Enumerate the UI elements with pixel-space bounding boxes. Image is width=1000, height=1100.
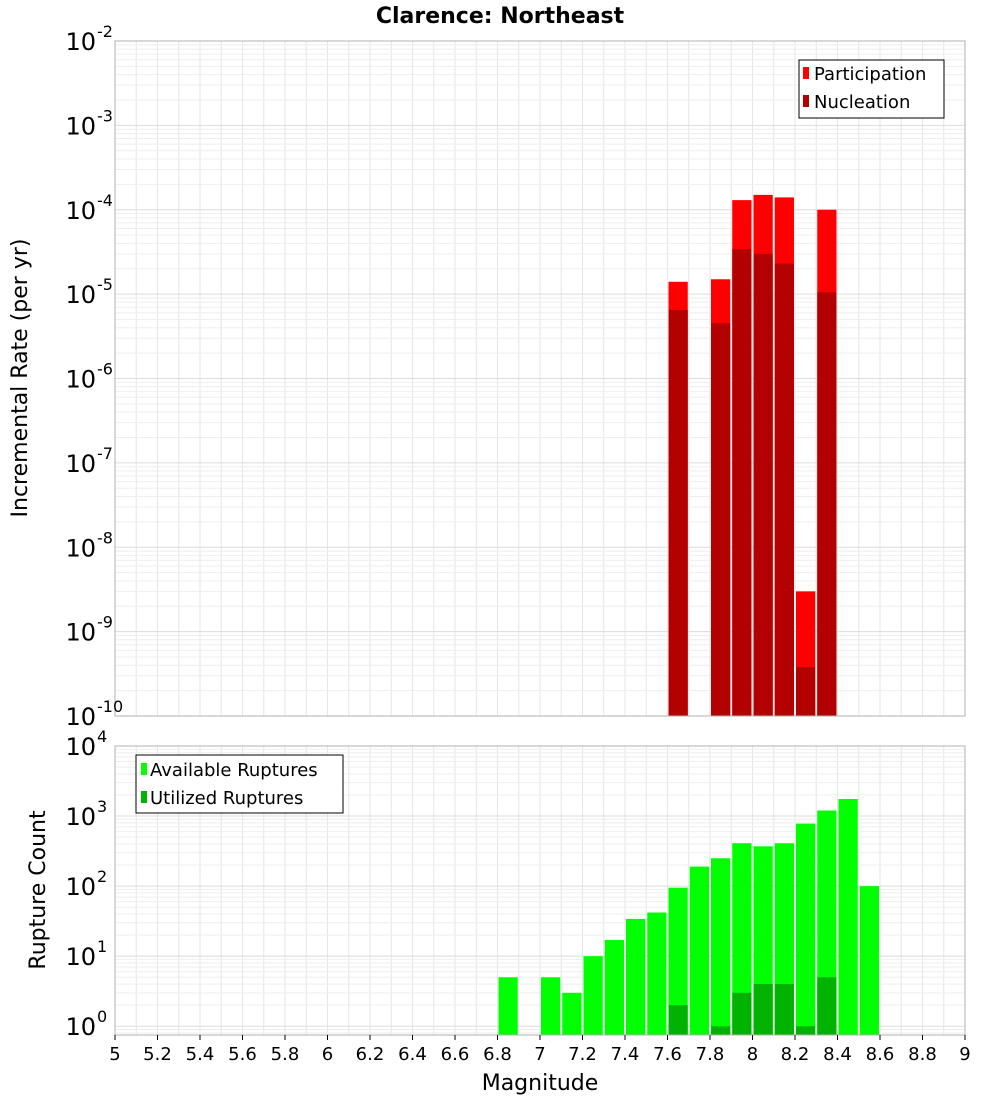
bottom-bar-available-ruptures [562,992,582,1035]
bottom-ytick-exponent: 1 [97,937,107,956]
bottom-bar-available-ruptures [583,956,603,1035]
x-tick-label: 7 [534,1044,545,1065]
bottom-ytick-exponent: 3 [97,797,107,816]
bottom-bar-utilized-ruptures [711,1026,731,1035]
bottom-ytick-label: 10 [65,873,96,901]
x-tick-label: 8.2 [781,1044,810,1065]
x-tick-label: 9 [959,1044,970,1065]
top-ytick-exponent: -9 [97,613,113,632]
x-tick-label: 7.2 [568,1044,597,1065]
top-ytick-exponent: -4 [97,191,113,210]
top-ytick-label: 10 [65,450,96,478]
top-ytick-exponent: -6 [97,360,113,379]
legend-swatch-utilized [141,791,147,803]
x-tick-label: 5 [109,1044,120,1065]
x-tick-label: 6.8 [483,1044,512,1065]
top-legend-box [798,59,945,119]
bottom-bar-utilized-ruptures [796,1026,816,1035]
bottom-bar-utilized-ruptures [817,977,837,1035]
x-tick-label: 7.4 [611,1044,640,1065]
legend-swatch-participation [803,67,809,79]
top-ytick-label: 10 [65,703,96,731]
bottom-bar-available-ruptures [796,823,816,1035]
x-tick-label: 5.2 [143,1044,172,1065]
bottom-bar-available-ruptures [668,887,688,1035]
top-bar-nucleation [817,292,837,716]
legend-label-participation: Participation [814,64,926,85]
top-bar-nucleation [668,309,688,716]
top-plot-frame [114,40,966,717]
top-bar-nucleation [732,249,752,716]
bottom-bar-available-ruptures [541,977,561,1035]
top-legend: Participation Nucleation [798,59,945,119]
top-ytick-exponent: -3 [97,106,113,125]
bottom-bar-utilized-ruptures [668,1005,688,1035]
bottom-bar-available-ruptures [626,918,646,1035]
legend-label-nucleation: Nucleation [814,92,910,113]
top-ytick-exponent: -10 [97,697,123,716]
bottom-bar-utilized-ruptures [774,984,794,1035]
legend-label-utilized: Utilized Ruptures [150,788,303,809]
top-ytick-exponent: -8 [97,528,113,547]
top-ytick-exponent: -5 [97,275,113,294]
bottom-bar-available-ruptures [732,843,752,1035]
top-ytick-label: 10 [65,112,96,140]
bottom-ytick-label: 10 [65,733,96,761]
x-tick-label: 8.6 [866,1044,895,1065]
bottom-ytick-label: 10 [65,1013,96,1041]
legend-swatch-available [141,763,147,775]
bottom-bar-available-ruptures [838,799,858,1035]
x-tick-label: 8.4 [823,1044,852,1065]
bottom-legend-box [135,754,344,814]
x-tick-label: 6.4 [398,1044,427,1065]
x-tick-label: 6.2 [356,1044,385,1065]
top-ytick-label: 10 [65,619,96,647]
x-tick-label: 5.4 [186,1044,215,1065]
legend-swatch-nucleation [803,95,809,107]
x-tick-label: 8 [747,1044,758,1065]
top-bar-nucleation [774,263,794,716]
top-ytick-label: 10 [65,366,96,394]
bottom-bar-available-ruptures [711,858,731,1035]
chart-title: Clarence: Northeast [376,4,625,29]
top-ytick-label: 10 [65,28,96,56]
top-y-axis-label: Incremental Rate (per yr) [8,239,33,518]
bottom-bar-available-ruptures [498,977,518,1035]
x-tick-label: 8.8 [908,1044,937,1065]
bottom-legend: Available Ruptures Utilized Ruptures [135,754,344,814]
x-tick-label: 6 [322,1044,333,1065]
top-ytick-exponent: -7 [97,444,113,463]
top-ytick-label: 10 [65,197,96,225]
top-bar-nucleation [796,667,816,716]
x-tick-label: 5.6 [228,1044,257,1065]
x-tick-label: 6.6 [441,1044,470,1065]
x-axis-label: Magnitude [482,1071,599,1096]
bottom-bar-utilized-ruptures [732,992,752,1035]
x-tick-label: 7.8 [696,1044,725,1065]
top-bar-nucleation [711,323,731,716]
bottom-ytick-exponent: 2 [97,867,107,886]
bottom-ytick-exponent: 4 [97,727,107,746]
top-ytick-label: 10 [65,281,96,309]
x-tick-label: 5.8 [271,1044,300,1065]
legend-label-available: Available Ruptures [150,760,318,781]
bottom-bar-utilized-ruptures [753,984,773,1035]
bottom-bar-available-ruptures [689,866,709,1035]
bottom-bar-available-ruptures [647,912,667,1035]
top-ytick-label: 10 [65,534,96,562]
bottom-bar-available-ruptures [604,940,624,1035]
bottom-bar-available-ruptures [859,886,879,1035]
x-tick-label: 7.6 [653,1044,682,1065]
bottom-ytick-exponent: 0 [97,1007,107,1026]
bottom-ytick-label: 10 [65,803,96,831]
top-bar-nucleation [753,253,773,716]
top-ytick-exponent: -2 [97,22,113,41]
bottom-y-axis-label: Rupture Count [26,810,51,970]
bottom-ytick-label: 10 [65,943,96,971]
